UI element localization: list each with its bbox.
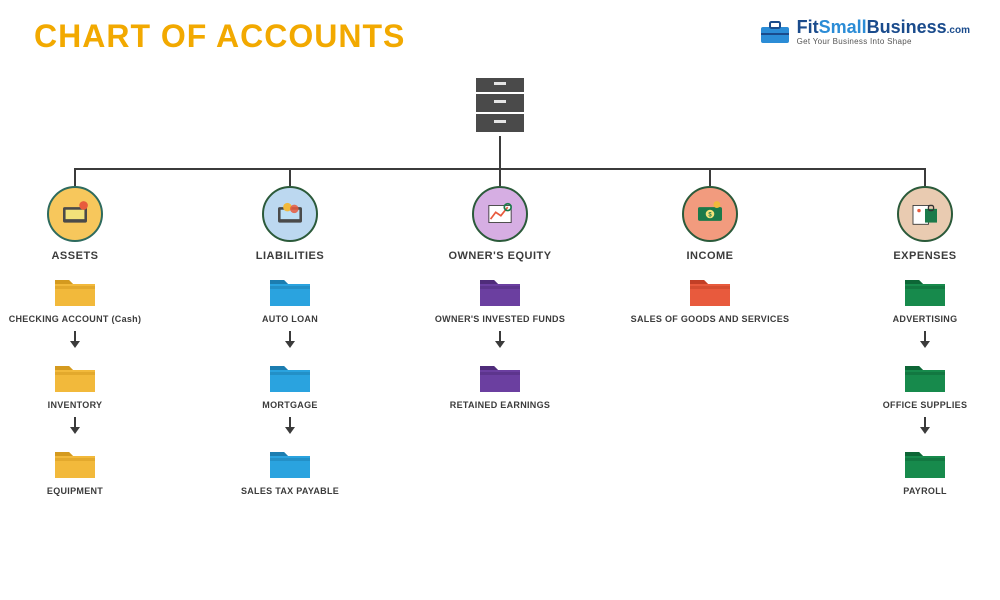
account-label: ADVERTISING [893,314,958,324]
account-item: PAYROLL [903,446,947,496]
category-column: $ INCOME SALES OF GOODS AND SERVICES [625,186,795,324]
brand-word3: Business [867,17,947,37]
arrow-down-icon [284,330,296,348]
folder-icon [268,274,312,308]
arrow-down-icon [919,416,931,434]
connector-root [499,136,501,168]
account-label: MORTGAGE [262,400,317,410]
folder-icon [268,360,312,394]
account-label: SALES TAX PAYABLE [241,486,339,496]
account-item: SALES TAX PAYABLE [241,446,339,496]
folder-icon [478,274,522,308]
category-circle-icon: $ [682,186,738,242]
filing-cabinet-icon [468,72,532,136]
account-label: OFFICE SUPPLIES [883,400,968,410]
page-title: CHART OF ACCOUNTS [34,18,405,55]
header: CHART OF ACCOUNTS FitSmallBusiness.com G… [34,18,970,55]
brand-tagline: Get Your Business Into Shape [797,38,970,46]
folder-icon [53,360,97,394]
category-column: OWNER'S EQUITY OWNER'S INVESTED FUNDS RE… [415,186,585,410]
connector-drop [289,168,291,186]
brand-text: FitSmallBusiness.com Get Your Business I… [797,18,970,46]
category-label: INCOME [687,250,734,262]
account-item: SALES OF GOODS AND SERVICES [631,274,790,324]
folder-icon [53,274,97,308]
account-item: AUTO LOAN [262,274,318,324]
connector-drop [74,168,76,186]
folder-icon [268,446,312,480]
account-label: PAYROLL [903,486,947,496]
folder-icon [688,274,732,308]
account-item: ADVERTISING [893,274,958,324]
account-label: RETAINED EARNINGS [450,400,550,410]
category-column: LIABILITIES AUTO LOAN MORTGAGE SALES TAX… [205,186,375,496]
connector-drop [499,168,501,186]
folder-icon [53,446,97,480]
category-label: OWNER'S EQUITY [448,250,551,262]
category-column: EXPENSES ADVERTISING OFFICE SUPPLIES PAY… [840,186,1000,496]
brand-word1: Fit [797,17,819,37]
category-label: ASSETS [51,250,98,262]
account-item: MORTGAGE [262,360,317,410]
category-circle-icon [47,186,103,242]
account-item: OFFICE SUPPLIES [883,360,968,410]
category-label: EXPENSES [893,250,956,262]
category-circle-icon [897,186,953,242]
account-label: SALES OF GOODS AND SERVICES [631,314,790,324]
brand-logo: FitSmallBusiness.com Get Your Business I… [759,18,970,46]
account-label: OWNER'S INVESTED FUNDS [435,314,565,324]
folder-icon [903,446,947,480]
account-label: EQUIPMENT [47,486,103,496]
folder-icon [903,360,947,394]
account-item: EQUIPMENT [47,446,103,496]
arrow-down-icon [69,416,81,434]
category-circle-icon [262,186,318,242]
arrow-down-icon [69,330,81,348]
arrow-down-icon [494,330,506,348]
folder-icon [903,274,947,308]
account-label: CHECKING ACCOUNT (Cash) [9,314,142,324]
brand-word2: Small [819,17,867,37]
account-item: CHECKING ACCOUNT (Cash) [9,274,142,324]
category-column: ASSETS CHECKING ACCOUNT (Cash) INVENTORY… [0,186,160,496]
arrow-down-icon [284,416,296,434]
account-item: RETAINED EARNINGS [450,360,550,410]
connector-drop [709,168,711,186]
category-circle-icon [472,186,528,242]
connector-drop [924,168,926,186]
account-item: INVENTORY [48,360,103,410]
briefcase-icon [759,19,791,45]
account-item: OWNER'S INVESTED FUNDS [435,274,565,324]
folder-icon [478,360,522,394]
account-label: INVENTORY [48,400,103,410]
arrow-down-icon [919,330,931,348]
brand-suffix: .com [947,25,970,36]
account-label: AUTO LOAN [262,314,318,324]
category-label: LIABILITIES [256,250,324,262]
